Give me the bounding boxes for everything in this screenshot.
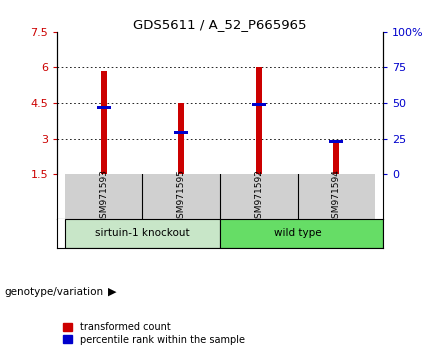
Text: sirtuin-1 knockout: sirtuin-1 knockout xyxy=(95,228,190,238)
Bar xyxy=(101,71,107,174)
Text: GSM971595: GSM971595 xyxy=(177,169,186,224)
Title: GDS5611 / A_52_P665965: GDS5611 / A_52_P665965 xyxy=(133,18,307,31)
Bar xyxy=(178,103,184,174)
Bar xyxy=(256,68,262,174)
Bar xyxy=(65,174,143,219)
Bar xyxy=(220,174,297,219)
Legend: transformed count, percentile rank within the sample: transformed count, percentile rank withi… xyxy=(62,321,246,346)
Bar xyxy=(65,219,220,248)
Bar xyxy=(220,219,383,248)
Bar xyxy=(333,140,339,174)
Text: genotype/variation: genotype/variation xyxy=(4,287,103,297)
Bar xyxy=(174,131,188,134)
Bar xyxy=(143,174,220,219)
Bar xyxy=(97,107,111,109)
Bar xyxy=(297,174,375,219)
Text: ▶: ▶ xyxy=(108,287,116,297)
Text: GSM971593: GSM971593 xyxy=(99,169,108,224)
Text: GSM971594: GSM971594 xyxy=(332,169,341,224)
Bar xyxy=(329,140,343,143)
Text: wild type: wild type xyxy=(274,228,321,238)
Text: GSM971592: GSM971592 xyxy=(254,169,263,224)
Bar xyxy=(252,103,266,106)
